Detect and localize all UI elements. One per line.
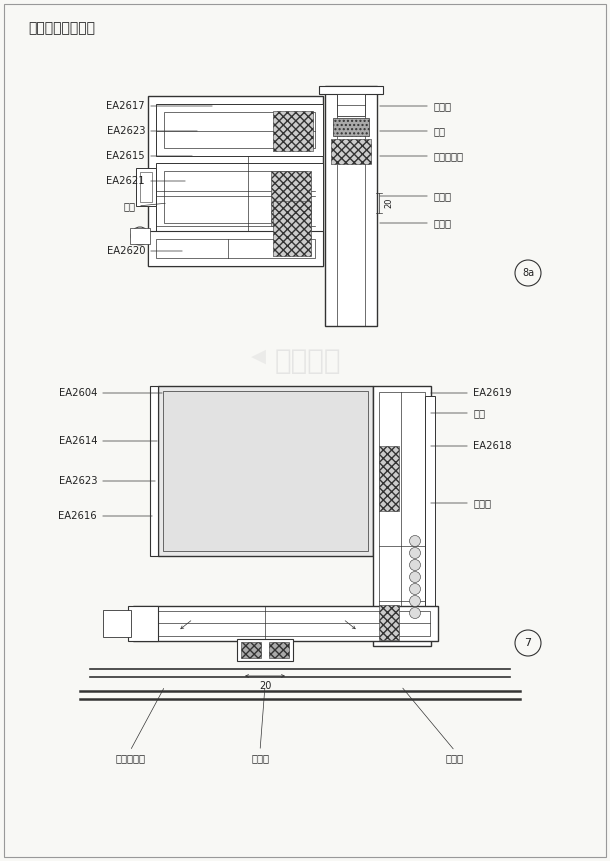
Bar — [133, 606, 438, 641]
Circle shape — [409, 572, 420, 583]
Circle shape — [409, 608, 420, 618]
Bar — [164, 171, 307, 223]
Text: 20: 20 — [384, 198, 393, 208]
Text: EA2604: EA2604 — [59, 388, 97, 398]
Text: 双面贴: 双面贴 — [433, 218, 451, 228]
Bar — [331, 139, 371, 164]
Bar — [379, 446, 399, 511]
Bar — [128, 606, 158, 641]
Circle shape — [409, 584, 420, 594]
Bar — [337, 94, 365, 116]
Circle shape — [409, 560, 420, 571]
Bar — [148, 231, 323, 266]
Text: 胶条: 胶条 — [473, 408, 485, 418]
Bar — [156, 163, 323, 231]
Text: 双面贴: 双面贴 — [473, 498, 491, 508]
Bar — [319, 86, 383, 94]
Text: 8a: 8a — [522, 268, 534, 278]
Bar — [136, 168, 156, 206]
Bar — [273, 201, 311, 256]
Bar — [164, 112, 315, 148]
Bar — [379, 392, 425, 640]
Text: 耐候胶: 耐候胶 — [433, 191, 451, 201]
Circle shape — [409, 548, 420, 559]
Bar — [163, 391, 368, 551]
Text: 胶条: 胶条 — [123, 201, 135, 211]
Bar — [241, 642, 261, 658]
Circle shape — [409, 596, 420, 606]
Text: ◀: ◀ — [251, 346, 265, 366]
Text: EA2616: EA2616 — [59, 511, 97, 521]
Circle shape — [409, 536, 420, 547]
Text: EA2619: EA2619 — [473, 388, 512, 398]
Text: EA2623: EA2623 — [59, 476, 97, 486]
Text: 结构硅酮胶: 结构硅酮胶 — [433, 151, 463, 161]
Text: EA2620: EA2620 — [107, 246, 145, 256]
Text: EA2621: EA2621 — [106, 176, 145, 186]
Text: 土木在线: 土木在线 — [274, 347, 341, 375]
Bar — [325, 86, 377, 326]
Bar — [148, 96, 323, 266]
Text: EA2623: EA2623 — [107, 126, 145, 136]
Circle shape — [131, 227, 149, 245]
Text: 垫块: 垫块 — [433, 126, 445, 136]
Bar — [237, 639, 293, 661]
Text: EA2618: EA2618 — [473, 441, 512, 451]
Text: 部分节点图放大图: 部分节点图放大图 — [28, 21, 95, 35]
Bar — [150, 386, 158, 556]
Text: 耐候胶: 耐候胶 — [251, 753, 269, 763]
Text: EA2614: EA2614 — [59, 436, 97, 446]
Bar — [140, 172, 152, 202]
Bar — [103, 610, 131, 637]
Text: 四螺杆: 四螺杆 — [446, 753, 464, 763]
Text: 结构硅酮胶: 结构硅酮胶 — [115, 753, 145, 763]
Bar — [156, 239, 315, 258]
Text: EA2617: EA2617 — [106, 101, 145, 111]
Text: EA2615: EA2615 — [106, 151, 145, 161]
Bar — [425, 396, 435, 636]
Bar — [269, 642, 289, 658]
Bar — [130, 228, 150, 244]
Text: 7: 7 — [525, 638, 531, 648]
Bar — [273, 111, 313, 151]
Text: 20: 20 — [259, 681, 271, 691]
Bar — [379, 605, 399, 640]
Bar — [373, 386, 431, 646]
Bar — [333, 118, 369, 136]
Bar — [271, 171, 311, 226]
Bar — [141, 611, 430, 636]
Text: 铝隔片: 铝隔片 — [433, 101, 451, 111]
Bar — [156, 104, 323, 156]
Bar — [158, 386, 373, 556]
